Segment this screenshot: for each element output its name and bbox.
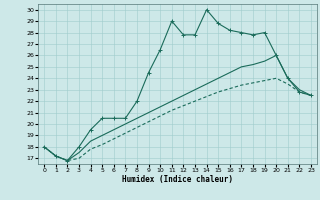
X-axis label: Humidex (Indice chaleur): Humidex (Indice chaleur) (122, 175, 233, 184)
